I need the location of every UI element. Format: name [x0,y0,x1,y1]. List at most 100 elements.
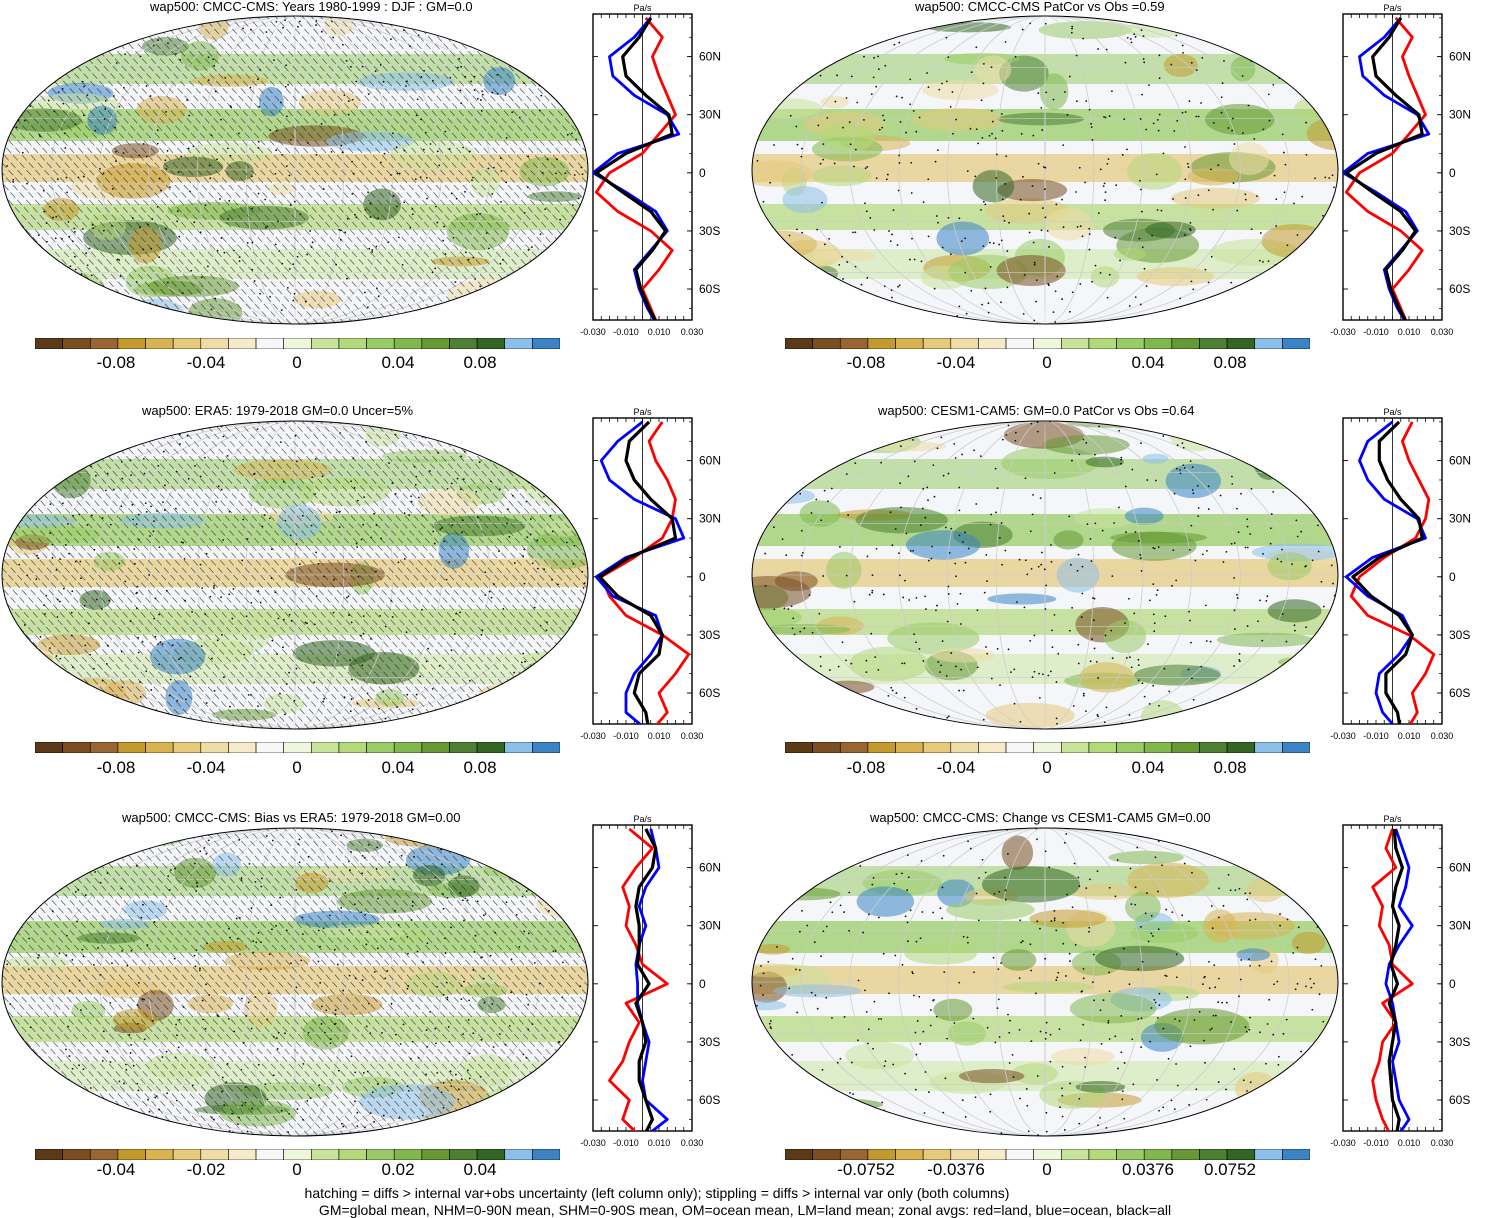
stipple-dot [966,936,969,939]
colorbar-swatch [255,742,284,753]
stipple-dot [1217,164,1220,167]
stipple-dot [43,210,46,213]
stipple-dot [489,303,492,306]
stipple-dot [1276,846,1279,849]
stipple-dot [104,99,107,102]
stipple-dot [1201,1133,1204,1136]
x-tick-label: 0.010 [1398,327,1421,337]
graticule-line [50,16,540,324]
stipple-dot [112,95,115,97]
stipple-dot [946,716,949,719]
colorbar-tick-label: -0.0376 [927,1160,985,1179]
stipple-dot [909,714,912,717]
stipple-dot [762,972,765,975]
stipple-dot [366,692,369,695]
stipple-dot [1085,441,1088,444]
colorbar-swatch [1005,338,1034,349]
field-blob [1267,599,1322,623]
stipple-dot [994,467,997,470]
stipple-dot [426,429,429,432]
stipple-dot [1279,913,1281,916]
stipple-dot [80,1009,82,1012]
stipple-dot [821,201,823,204]
stipple-dot [909,78,912,81]
stipple-dot [232,588,235,590]
stipple-dot [362,1072,365,1074]
stipple-dot [37,557,40,560]
field-blob [1001,446,1099,480]
stipple-dot [1050,670,1052,673]
stipple-dot [347,595,350,598]
stipple-dot [395,1082,398,1085]
stipple-dot [1317,550,1320,553]
stipple-dot [907,876,910,879]
stipple-dot [795,125,798,128]
stipple-dot [37,956,39,959]
stipple-dot [342,43,344,46]
stipple-dot [987,311,990,314]
stipple-dot [364,291,366,294]
stipple-dot [166,281,169,284]
stipple-dot [1108,886,1111,889]
stipple-dot [364,913,366,916]
stipple-dot [1162,152,1165,155]
stipple-dot [343,94,346,97]
stipple-dot [919,1042,922,1045]
stipple-dot [4,312,6,315]
stipple-dot [973,971,975,974]
stipple-dot [954,562,957,565]
stipple-dot [137,981,140,984]
stipple-dot [94,871,96,873]
stipple-dot [961,541,964,543]
stipple-dot [320,1005,323,1008]
colorbar-tick-label: -0.04 [96,1160,136,1179]
stipple-dot [1084,1056,1086,1059]
stipple-dot [272,1035,275,1038]
stipple-dot [1118,429,1121,432]
stipple-dot [195,882,198,884]
colorbar-swatch [476,338,506,349]
stipple-dot [1029,639,1032,642]
colorbar-swatch [476,1149,506,1160]
stipple-dot [1082,692,1085,695]
colorbar-swatch [35,338,63,349]
stipple-dot [1175,953,1178,956]
stipple-dot [484,571,487,574]
field-blob [88,213,127,241]
stipple-dot [364,208,367,211]
stipple-dot [201,587,204,590]
stipple-dot [1310,1101,1313,1104]
stipple-dot [466,899,469,902]
stipple-dot [153,520,155,523]
stipple-dot [1184,310,1187,312]
stipple-dot [982,200,985,203]
stipple-dot [405,631,408,634]
stipple-dot [371,251,374,253]
stipple-dot [1310,986,1313,989]
stipple-dot [538,75,541,78]
colorbar-swatch [476,742,506,753]
stipple-dot [1026,1104,1029,1107]
stipple-dot [338,228,341,231]
stipple-dot [89,828,92,829]
stipple-dot [1236,593,1238,596]
stipple-dot [498,488,501,491]
stipple-dot [164,159,167,162]
stipple-dot [1061,1115,1064,1118]
stipple-dot [784,887,787,890]
stipple-dot [59,657,62,660]
stipple-dot [1068,75,1071,78]
stipple-dot [814,994,817,997]
stipple-dot [543,693,546,696]
stipple-dot [1238,660,1241,663]
stipple-dot [1244,198,1247,201]
stipple-dot [1143,267,1146,270]
stipple-dot [891,689,894,692]
stipple-dot [285,929,288,932]
stipple-dot [373,1120,375,1123]
stipple-dot [562,961,564,964]
stipple-dot [81,80,84,83]
stipple-dot [238,916,241,919]
stipple-dot [63,434,65,437]
stipple-dot [1030,422,1033,425]
